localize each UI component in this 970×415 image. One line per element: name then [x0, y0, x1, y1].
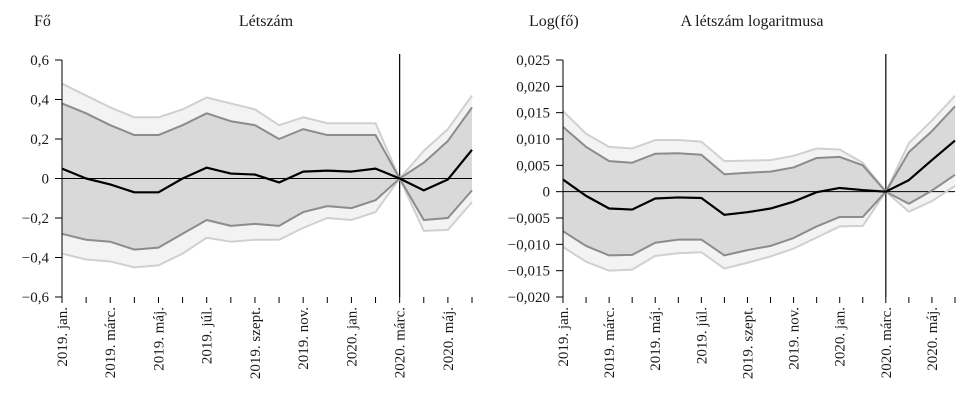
y-tick-label: 0,6: [30, 53, 49, 69]
x-tick-label: 2020. máj.: [925, 307, 941, 371]
x-tick-label: 2020. márc.: [393, 307, 409, 378]
y-tick-label: 0,2: [30, 132, 49, 148]
chart-panel-headcount: Fő Létszám −0,6 −0,4 −0,2 0 0,2 0,4 0,6 2019. j…: [22, 13, 473, 379]
y-tick-label: 0,020: [516, 79, 550, 95]
series-line-inner-upper: [61, 102, 473, 180]
y-tick-label: 0: [543, 185, 551, 201]
y-tick-label: −0,4: [22, 251, 50, 267]
y-tick-label: −0,005: [508, 211, 550, 227]
x-tick-label: 2019. nov.: [787, 307, 803, 370]
x-tick-label: 2019. jan.: [556, 307, 572, 367]
y-tick-label: −0,2: [22, 211, 49, 227]
series-line-center: [562, 139, 956, 216]
y-tick-label: −0,6: [22, 290, 50, 306]
y-tick-label: 0,015: [516, 106, 550, 122]
y-unit-label: Log(fő): [529, 13, 579, 30]
y-tick-label: 0,010: [516, 132, 550, 148]
y-tick-label: 0,005: [516, 158, 550, 174]
x-tick-label: 2020. máj.: [441, 307, 457, 371]
x-tick-label: 2019. szept.: [740, 307, 756, 379]
x-tick-label: 2020. jan.: [833, 307, 849, 367]
series-line-outer-upper: [61, 82, 473, 180]
series-line-inner-lower: [562, 173, 956, 257]
x-tick-label: 2019. márc.: [602, 307, 618, 378]
series-line-inner-upper: [562, 105, 956, 193]
x-tick-label: 2019. nov.: [296, 307, 312, 370]
y-unit-label: Fő: [34, 13, 51, 30]
y-tick-label: −0,015: [508, 264, 550, 280]
y-tick-label: −0,010: [508, 237, 550, 253]
series-line-center: [61, 149, 473, 194]
y-tick-label: 0,025: [516, 53, 550, 69]
chart-title: A létszám logaritmusa: [680, 13, 823, 30]
chart-title: Létszám: [239, 13, 294, 30]
series-line-inner-lower: [61, 177, 473, 251]
x-tick-label: 2020. jan.: [344, 307, 360, 367]
chart-panel-log-headcount: Log(fő) A létszám logaritmusa −0,020 −0,0…: [508, 13, 956, 379]
x-tick-label: 2019. máj.: [648, 307, 664, 371]
inner-band: [62, 103, 472, 250]
x-tick-label: 2020. márc.: [879, 307, 895, 378]
y-tick-label: −0,020: [508, 290, 550, 306]
series-line-outer-lower: [562, 185, 956, 272]
x-tick-label: 2019. júl.: [694, 307, 710, 364]
y-tick-label: 0,4: [30, 93, 49, 109]
x-tick-label: 2019. máj.: [151, 307, 167, 371]
x-tick-label: 2019. jan.: [55, 307, 71, 367]
inner-band: [563, 106, 955, 256]
y-tick-label: 0: [42, 172, 50, 188]
x-tick-label: 2019. márc.: [103, 307, 119, 378]
x-tick-label: 2019. júl.: [200, 307, 216, 364]
x-tick-label: 2019. szept.: [248, 307, 264, 379]
